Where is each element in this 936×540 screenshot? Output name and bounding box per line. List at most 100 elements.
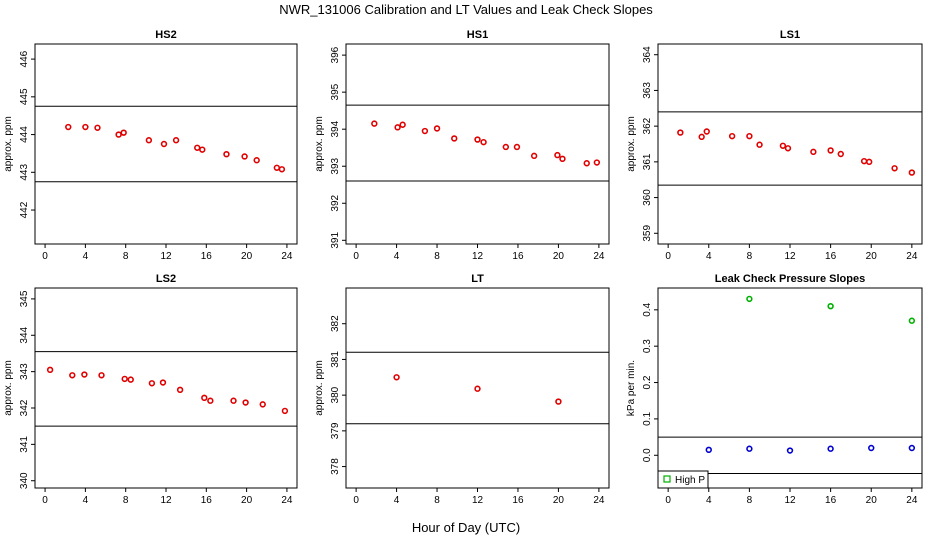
y-tick-label: 0.0	[642, 448, 653, 462]
x-tick-label: 12	[472, 495, 484, 506]
y-tick-label: 0.1	[642, 412, 653, 426]
x-tick-label: 12	[472, 251, 484, 262]
data-point	[82, 123, 89, 131]
data-point	[46, 366, 54, 374]
y-tick-label: 382	[330, 315, 341, 332]
data-point	[393, 374, 400, 381]
data-point	[865, 158, 873, 166]
data-point	[868, 444, 875, 452]
y-tick-label: 359	[642, 225, 653, 242]
data-point	[746, 132, 753, 140]
data-point	[891, 165, 898, 172]
data-point	[241, 153, 248, 160]
x-tick-label: 20	[241, 251, 253, 262]
chart-panel-3: LS1 0 4 8 12 16 20 24 359 360 361 362 363 364 approx. …	[626, 29, 923, 262]
x-tick-label: 24	[906, 495, 918, 506]
x-tick-label: 8	[123, 251, 129, 262]
panel-title: LT	[471, 273, 484, 285]
data-point	[223, 150, 230, 158]
data-point	[677, 129, 684, 136]
data-point	[273, 164, 281, 171]
plot-frame	[657, 287, 923, 489]
y-tick-label: 362	[642, 117, 653, 134]
x-tick-label: 12	[160, 495, 172, 506]
x-tick-label: 4	[83, 251, 89, 262]
y-tick-label: 392	[330, 194, 341, 211]
data-point	[69, 372, 76, 379]
x-tick-label: 0	[665, 495, 671, 506]
x-tick-label: 8	[747, 251, 753, 262]
data-point	[242, 399, 249, 406]
data-point	[555, 398, 562, 405]
x-tick-label: 12	[784, 495, 796, 506]
data-point	[159, 379, 167, 386]
data-point	[94, 124, 101, 131]
y-tick-label: 361	[642, 153, 653, 170]
x-tick-label: 16	[825, 495, 837, 506]
y-tick-label: 344	[19, 326, 30, 343]
data-point	[65, 123, 72, 131]
panel-title: HS2	[155, 29, 176, 41]
y-tick-label: 340	[19, 472, 30, 489]
data-point	[160, 140, 168, 148]
data-point	[278, 166, 286, 173]
y-axis-label: approx. ppm	[3, 360, 14, 416]
data-point	[121, 375, 128, 383]
x-tick-label: 0	[665, 251, 671, 262]
x-tick-label: 16	[512, 495, 524, 506]
x-tick-label: 24	[281, 251, 293, 262]
x-tick-label: 16	[825, 251, 837, 262]
x-tick-label: 8	[434, 251, 440, 262]
data-point	[908, 317, 916, 324]
plot-frame	[345, 287, 610, 489]
x-tick-label: 12	[784, 251, 796, 262]
data-point	[698, 133, 705, 141]
y-tick-label: 443	[19, 164, 30, 181]
y-tick-label: 391	[330, 232, 341, 249]
data-point	[779, 142, 787, 149]
x-tick-label: 16	[201, 495, 213, 506]
y-tick-label: 343	[19, 363, 30, 380]
data-point	[559, 155, 566, 163]
x-tick-label: 0	[42, 495, 48, 506]
data-point	[421, 127, 429, 135]
data-point	[705, 446, 712, 454]
y-tick-label: 446	[19, 50, 30, 67]
data-point	[786, 447, 794, 454]
data-point	[474, 136, 481, 143]
y-tick-label: 341	[19, 436, 30, 453]
y-tick-label: 379	[330, 422, 341, 439]
y-tick-label: 0.4	[642, 302, 653, 316]
data-point	[259, 401, 266, 408]
data-point	[176, 386, 184, 394]
x-tick-label: 4	[394, 495, 400, 506]
x-tick-label: 20	[553, 251, 565, 262]
data-point	[451, 135, 458, 142]
x-tick-label: 20	[553, 495, 565, 506]
data-point	[480, 138, 487, 146]
y-axis-label: approx. ppm	[3, 116, 14, 172]
data-point	[120, 129, 127, 136]
data-point	[530, 152, 538, 160]
y-tick-label: 0.3	[642, 339, 653, 353]
data-point	[148, 380, 156, 387]
plot-frame	[345, 43, 610, 245]
x-tick-label: 16	[512, 251, 524, 262]
data-point	[746, 445, 753, 452]
data-point	[554, 151, 561, 159]
data-point	[474, 385, 481, 392]
data-point	[433, 125, 441, 132]
chart-panel-6: Leak Check Pressure Slopes 0 4 8 12 16 20 24 0.0…	[626, 273, 923, 506]
data-point	[908, 444, 916, 452]
x-tick-label: 20	[241, 495, 253, 506]
chart-panel-4: LS2 0 4 8 12 16 20 24 340 341 342 343 344 345 approx. …	[3, 273, 298, 506]
data-point	[371, 120, 378, 127]
x-tick-label: 0	[42, 251, 48, 262]
data-point	[115, 131, 122, 138]
y-tick-label: 364	[642, 46, 653, 63]
y-tick-label: 363	[642, 82, 653, 99]
data-point	[230, 397, 237, 404]
x-tick-label: 8	[123, 495, 129, 506]
y-tick-label: 342	[19, 399, 30, 416]
data-point	[827, 147, 834, 154]
